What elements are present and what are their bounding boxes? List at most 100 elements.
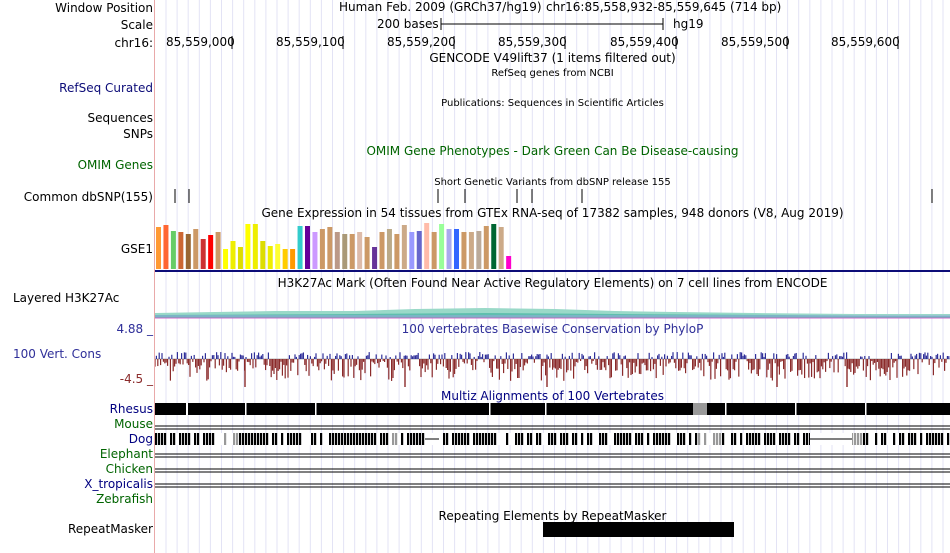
gtex-bar[interactable] — [193, 229, 199, 269]
gtex-bar[interactable] — [498, 227, 504, 269]
pane-divider — [154, 0, 155, 553]
track-label-pane: Window Position Scale chr16: RefSeq Cura… — [0, 0, 155, 553]
gtex-bar[interactable] — [454, 229, 459, 269]
repeatmasker-track-label[interactable]: RepeatMasker — [67, 522, 153, 536]
gtex-bar[interactable] — [506, 256, 512, 269]
species-label-x-tropicalis[interactable]: X_tropicalis — [84, 477, 153, 491]
gtex-bar[interactable] — [319, 229, 325, 269]
gtex-bar[interactable] — [431, 232, 437, 269]
multiz-alignments[interactable] — [155, 0, 950, 500]
refseq-track-label[interactable]: RefSeq Curated — [59, 81, 153, 95]
gtex-bar[interactable] — [372, 247, 378, 269]
cons-min-label: -4.5 _ — [119, 372, 153, 386]
gencode-track-title: GENCODE V49lift37 (1 items filtered out) — [429, 51, 676, 65]
repeatmasker-element[interactable] — [155, 0, 950, 553]
gtex-bar[interactable] — [275, 244, 281, 269]
gtex-bar[interactable] — [178, 232, 184, 269]
gtex-bar[interactable] — [394, 234, 400, 269]
gtex-bar-chart[interactable] — [155, 0, 950, 275]
ruler-tick-1: 85,559,000 — [166, 35, 235, 49]
repeatmasker-track-title: Repeating Elements by RepeatMasker — [438, 509, 667, 523]
ruler-tick-4: 85,559,300 — [498, 35, 567, 49]
multiz-track-title: Multiz Alignments of 100 Vertebrates — [440, 389, 665, 403]
gtex-bar[interactable] — [386, 229, 392, 269]
gtex-bar[interactable] — [342, 234, 348, 269]
dbsnp-track-label[interactable]: Common dbSNP(155) — [23, 190, 153, 204]
gtex-bar[interactable] — [334, 232, 340, 269]
gtex-bar[interactable] — [409, 232, 415, 269]
gtex-bar[interactable] — [439, 224, 445, 269]
species-label-elephant[interactable]: Elephant — [99, 447, 153, 461]
gtex-bar[interactable] — [416, 231, 422, 269]
scale-label: Scale — [120, 18, 153, 32]
gtex-bar[interactable] — [237, 247, 243, 269]
species-label-dog[interactable]: Dog — [128, 432, 153, 446]
gtex-bar[interactable] — [215, 232, 221, 269]
sequences-track-label[interactable]: Sequences — [87, 111, 153, 125]
dbsnp-track-title: Short Genetic Variants from dbSNP releas… — [434, 177, 671, 188]
chrom-label: chr16: — [114, 36, 153, 50]
gtex-bar[interactable] — [185, 234, 191, 269]
ruler-tick-2: 85,559,100 — [276, 35, 345, 49]
species-label-chicken[interactable]: Chicken — [105, 462, 153, 476]
gtex-bar[interactable] — [312, 232, 318, 269]
gtex-bar[interactable] — [208, 235, 214, 269]
gtex-bar[interactable] — [446, 229, 452, 269]
gtex-bar[interactable] — [349, 234, 355, 269]
dbsnp-variants[interactable] — [155, 0, 950, 210]
ruler-tick-6: 85,559,500 — [721, 35, 790, 49]
vertical-gridlines — [165, 0, 944, 553]
gtex-bar[interactable] — [476, 231, 482, 269]
ruler-tick-5: 85,559,400 — [610, 35, 679, 49]
gtex-bar[interactable] — [401, 225, 407, 269]
gtex-bar[interactable] — [267, 246, 273, 269]
species-label-rhesus[interactable]: Rhesus — [109, 402, 153, 416]
h3k27ac-track-title: H3K27Ac Mark (Often Found Near Active Re… — [277, 276, 828, 290]
gtex-bar[interactable] — [223, 249, 229, 269]
gtex-track-label[interactable]: GSE1 — [120, 242, 153, 256]
gtex-bar[interactable] — [170, 231, 176, 269]
gtex-bar[interactable] — [305, 226, 310, 269]
gtex-bar[interactable] — [424, 223, 430, 269]
gtex-bar[interactable] — [252, 224, 258, 269]
snps-track-label[interactable]: SNPs — [123, 127, 153, 141]
window-position-label: Window Position — [55, 1, 153, 15]
gtex-bar[interactable] — [260, 241, 266, 269]
assembly-text: Human Feb. 2009 (GRCh37/hg19) — [339, 0, 542, 14]
scale-db-text: hg19 — [673, 17, 704, 31]
gtex-track-title: Gene Expression in 54 tissues from GTEx … — [261, 206, 844, 220]
species-label-zebrafish[interactable]: Zebrafish — [96, 492, 153, 506]
gtex-bar[interactable] — [468, 232, 474, 269]
gtex-bar[interactable] — [245, 224, 251, 269]
position-text: chr16:85,558,932-85,559,645 (714 bp) — [546, 0, 782, 14]
gtex-bar[interactable] — [357, 232, 363, 269]
cons-max-label: 4.88 _ — [116, 322, 153, 336]
omim-track-label[interactable]: OMIM Genes — [77, 158, 153, 172]
conservation-plot[interactable] — [155, 0, 950, 392]
h3k27ac-track-label[interactable]: Layered H3K27Ac — [13, 291, 120, 305]
gtex-bar[interactable] — [282, 249, 288, 269]
cons-track-title: 100 vertebrates Basewise Conservation by… — [401, 322, 704, 336]
species-label-mouse[interactable]: Mouse — [114, 417, 153, 431]
gtex-bar[interactable] — [297, 226, 303, 269]
ruler-tick-7: 85,559,600 — [831, 35, 900, 49]
gtex-bar[interactable] — [163, 225, 169, 269]
gtex-bar[interactable] — [483, 226, 489, 269]
track-image-pane[interactable]: Human Feb. 2009 (GRCh37/hg19) chr16:85,5… — [155, 0, 950, 553]
gtex-bar[interactable] — [327, 227, 333, 269]
ruler-tick-3: 85,559,200 — [387, 35, 456, 49]
gtex-bar[interactable] — [379, 232, 385, 269]
cons-track-label[interactable]: 100 Vert. Cons — [13, 347, 102, 361]
h3k27ac-signal[interactable] — [155, 0, 950, 320]
refseq-track-title: RefSeq genes from NCBI — [491, 68, 614, 79]
scale-bar — [440, 18, 664, 30]
gtex-bar[interactable] — [461, 232, 467, 269]
gtex-bar[interactable] — [230, 241, 236, 269]
gtex-bar[interactable] — [156, 227, 161, 269]
gtex-bar[interactable] — [290, 249, 296, 269]
gtex-bar[interactable] — [491, 224, 497, 269]
gtex-bar[interactable] — [200, 239, 206, 269]
gtex-bar[interactable] — [364, 237, 370, 269]
ruler-tick-marks — [231, 36, 899, 49]
